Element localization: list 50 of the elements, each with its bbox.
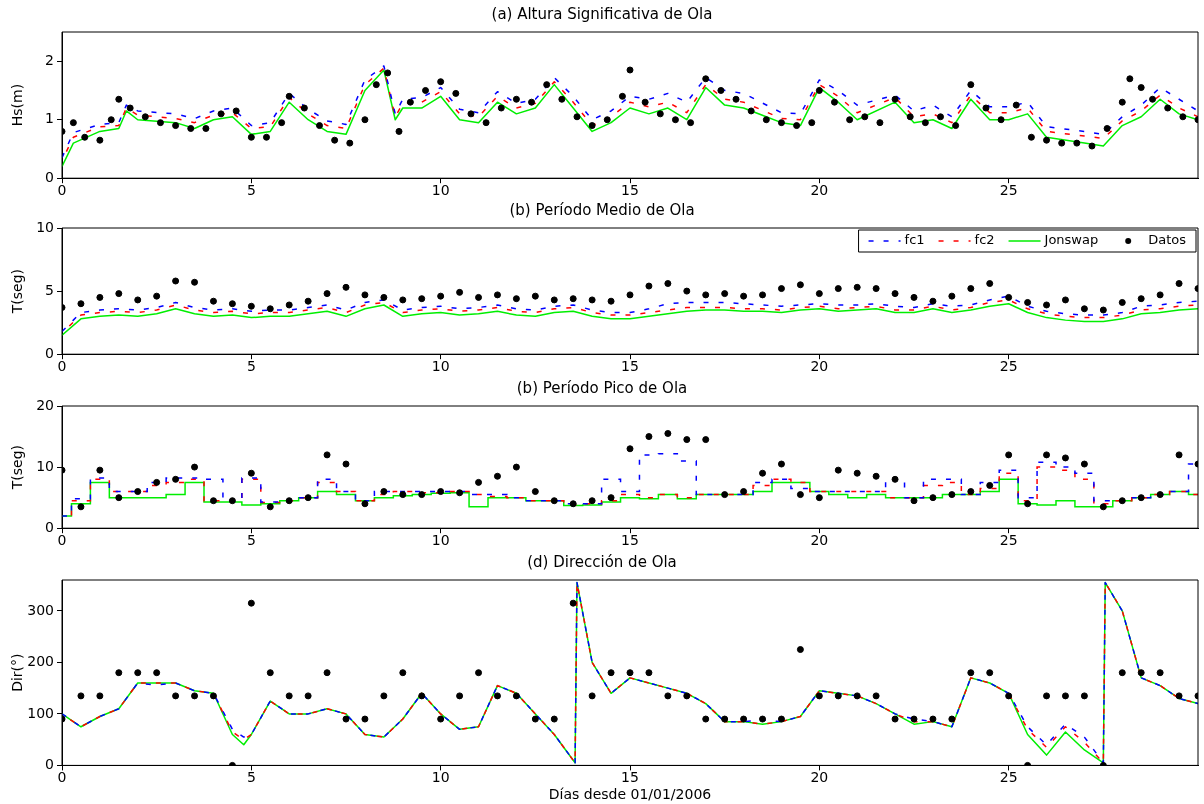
x-tick-label: 15 [621,358,639,375]
y-tick-label: 0 [45,756,54,773]
x-tick-label: 0 [57,358,67,375]
x-tick-label: 20 [810,532,829,549]
chart-title: (b) Período Medio de Ola [509,200,695,219]
x-tick-label: 25 [999,769,1018,786]
y-tick-label: 300 [27,601,54,618]
y-tick-label: 1 [45,110,54,127]
x-tick-label: 25 [999,358,1018,375]
x-tick-label: 15 [621,182,639,199]
x-axis-title: Días desde 01/01/2006 [548,786,712,803]
y-tick-label: 10 [36,457,54,474]
legend-label: fc1 [904,232,925,248]
x-tick-label: 10 [431,532,450,549]
legend-label: Datos [1148,232,1187,248]
y-axis-title: T(seg) [9,268,26,315]
x-tick-label: 20 [810,769,829,786]
y-tick-label: 5 [45,281,54,298]
x-tick-label: 25 [999,532,1018,549]
y-tick-label: 200 [27,653,54,670]
y-tick-label: 0 [45,168,54,185]
y-tick-label: 100 [27,704,54,721]
x-tick-label: 15 [621,532,639,549]
x-tick-label: 20 [810,358,829,375]
x-tick-label: 0 [57,182,67,199]
x-tick-label: 5 [246,182,256,199]
x-tick-label: 5 [246,769,256,786]
x-tick-label: 10 [431,182,450,199]
y-axis-title: Hs(m) [9,83,26,127]
x-tick-label: 5 [246,532,256,549]
x-tick-label: 15 [621,769,639,786]
x-tick-label: 0 [57,532,67,549]
x-tick-label: 10 [431,358,450,375]
x-tick-label: 5 [246,358,256,375]
legend-label: fc2 [974,232,995,248]
y-tick-label: 0 [45,344,54,361]
legend-label: Jonswap [1043,232,1099,248]
chart-title: (d) Dirección de Ola [527,552,677,571]
y-tick-label: 10 [36,218,54,235]
x-tick-label: 20 [810,182,829,199]
y-tick-label: 0 [45,518,54,535]
y-axis-title: Dir(°) [9,653,26,692]
chart-title: (a) Altura Significativa de Ola [491,4,713,23]
y-axis-title: T(seg) [9,444,26,491]
y-tick-label: 20 [36,396,54,413]
x-tick-label: 10 [431,769,450,786]
chart-title: (b) Período Pico de Ola [516,378,688,397]
y-tick-label: 2 [45,51,54,68]
x-tick-label: 25 [999,182,1018,199]
x-tick-label: 0 [57,769,67,786]
